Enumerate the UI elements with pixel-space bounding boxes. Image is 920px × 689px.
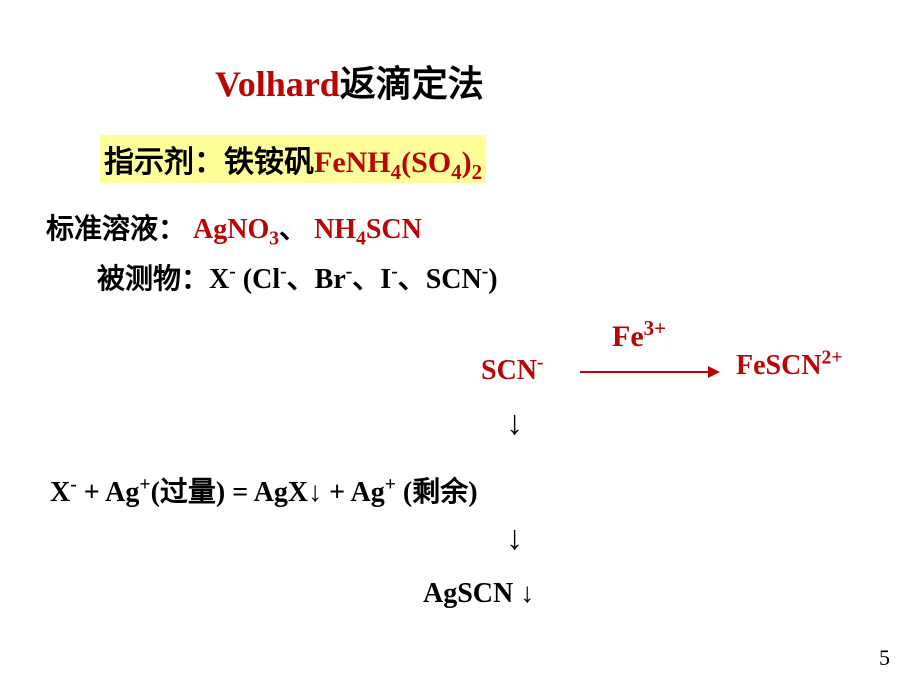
page-number: 5	[879, 645, 890, 671]
title-suffix: 返滴定法	[340, 64, 484, 104]
slide-title: Volhard返滴定法	[215, 55, 484, 107]
arrow-head	[708, 366, 720, 378]
down-arrow-1: ↓	[506, 405, 523, 443]
standard-label: 标准溶液：	[46, 214, 186, 245]
title-method-name: Volhard	[215, 64, 340, 104]
reaction-arrow-right	[580, 366, 720, 378]
analyte-label: 被测物：	[97, 264, 209, 295]
analyte-value: X- (Cl-、Br-、I-、SCN-)	[209, 264, 498, 295]
indicator-formula: FeNH4(SO4)2	[314, 146, 482, 179]
standard-nh4scn: NH4SCN	[314, 214, 422, 245]
arrow-shaft	[580, 371, 710, 373]
fescn-label: FeSCN2+	[736, 350, 843, 382]
agscn-label: AgSCN ↓	[423, 578, 534, 610]
slide: Volhard返滴定法 指示剂：铁铵矾FeNH4(SO4)2 标准溶液： AgN…	[0, 0, 920, 689]
standard-sep: 、	[279, 214, 307, 245]
standard-agno3: AgNO3	[193, 214, 279, 245]
scn-label: SCN-	[481, 355, 544, 387]
indicator-label: 指示剂：铁铵矾	[104, 146, 314, 179]
fe3-label: Fe3+	[612, 320, 666, 354]
indicator-line: 指示剂：铁铵矾FeNH4(SO4)2	[100, 135, 486, 183]
analyte-line: 被测物：X- (Cl-、Br-、I-、SCN-)	[97, 257, 498, 297]
main-equation: X- + Ag+(过量) = AgX↓ + Ag+ (剩余)	[50, 470, 478, 510]
down-arrow-2: ↓	[506, 520, 523, 558]
standard-solution-line: 标准溶液： AgNO3、 NH4SCN	[46, 207, 422, 247]
